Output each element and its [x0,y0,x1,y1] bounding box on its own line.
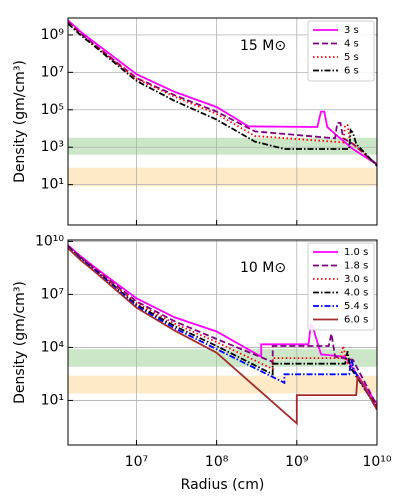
band [68,375,377,394]
y-tick-label: 10¹ [41,177,64,193]
y-tick-label: 10¹⁰ [35,233,64,249]
y-tick-label: 10⁷ [41,64,64,80]
legend-label: 4 s [344,39,359,50]
y-tick-label: 10⁷ [41,286,64,302]
legend-label: 1.8 s [344,261,368,272]
x-axis-label: Radius (cm) [181,477,265,493]
series-line [68,22,377,167]
y-tick-label: 10⁹ [41,27,65,43]
axes-frame [67,239,378,446]
y-axis-label: Density (gm/cm³) [12,60,28,183]
series-line [68,247,377,426]
y-tick-label: 10³ [41,139,64,155]
series-line [68,244,377,405]
plot-area [68,18,377,225]
legend-label: 6 s [344,66,359,77]
band [68,167,377,187]
x-tick-label: 10⁸ [205,454,229,470]
legend-label: 3.0 s [344,274,368,285]
x-tick-label: 10¹⁰ [362,454,391,470]
legend-label: 4.0 s [344,288,368,299]
y-tick-label: 10¹ [41,392,64,408]
x-tick-label: 10⁷ [125,454,148,470]
legend-label: 1.0 s [344,247,368,258]
legend-label: 5 s [344,52,359,63]
legend-label: 6.0 s [344,315,368,326]
annotation: 10 M⊙ [240,260,286,276]
band [68,137,377,155]
y-tick-label: 10⁴ [41,339,65,355]
y-axis-label: Density (gm/cm³) [12,281,28,404]
legend-box [307,20,375,82]
series-line [68,19,377,166]
y-tick-label: 10⁵ [41,102,64,118]
axes-frame [67,17,378,226]
legend-label: 5.4 s [344,301,368,312]
annotation: 15 M⊙ [240,38,286,54]
x-tick-label: 10⁹ [285,454,309,470]
legend-label: 3 s [344,25,359,36]
series-line [68,246,377,408]
series-line [68,245,377,407]
